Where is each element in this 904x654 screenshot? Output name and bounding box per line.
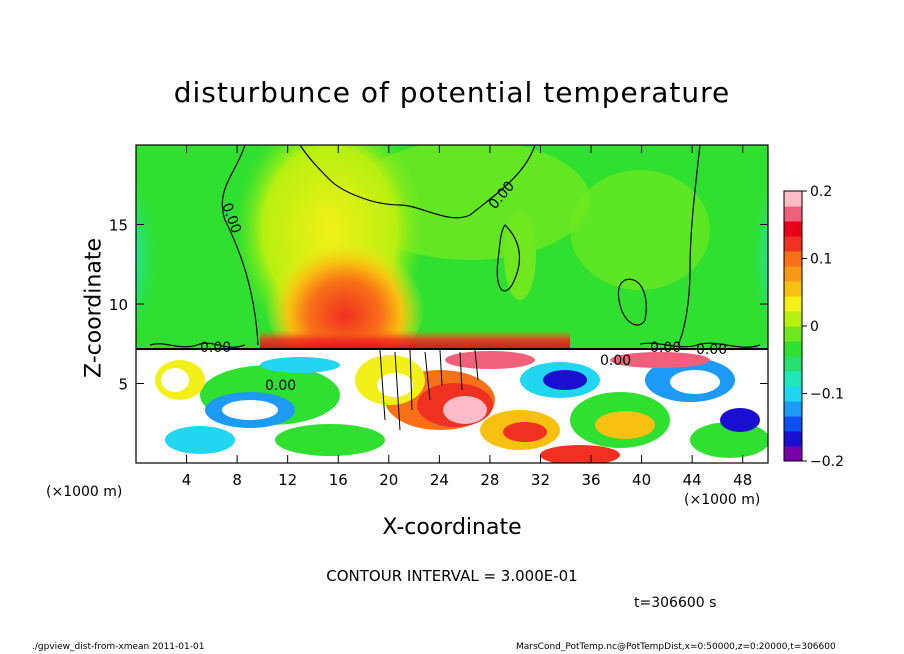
x-tick-label: 4 <box>182 471 192 489</box>
x-tick-label: 24 <box>430 471 449 489</box>
x-tick-label: 12 <box>278 471 297 489</box>
contour-line-top <box>299 145 536 219</box>
colorbar-swatch <box>784 326 802 342</box>
time-label: t=306600 s <box>634 595 717 611</box>
x-tick-label: 8 <box>232 471 242 489</box>
colorbar-swatch <box>784 266 802 282</box>
footer-left: ./gpview_dist-from-xmean 2011-01-01 <box>32 642 205 652</box>
colorbar-swatch <box>784 386 802 402</box>
lower-layer-structures <box>155 351 768 463</box>
colorbar-swatch <box>784 281 802 297</box>
contour-line-lens <box>496 224 520 292</box>
colorbar-swatch <box>784 251 802 267</box>
x-axis-label: X-coordinate <box>382 515 522 540</box>
colorbar-swatch <box>784 341 802 357</box>
y-axis: 5 10 15 <box>109 217 768 394</box>
y-tick-label: 15 <box>109 217 128 235</box>
x-tick-label: 28 <box>480 471 499 489</box>
colorbar-swatch <box>784 446 802 462</box>
colorbar-swatch <box>784 431 802 447</box>
x-tick-label: 48 <box>733 471 752 489</box>
contour-label-7: 0.00 <box>600 353 631 369</box>
contour-label-6: 0.00 <box>696 342 727 358</box>
contour-line-right-wave <box>639 342 761 348</box>
x-unit-label-left: (×1000 m) <box>46 484 123 500</box>
colorbar: −0.2 −0.1 0 0.1 0.2 <box>783 184 844 470</box>
colorbar-swatch <box>784 356 802 372</box>
colorbar-swatch <box>784 236 802 252</box>
x-tick-label: 16 <box>329 471 348 489</box>
footer-right: MarsCond_PotTemp.nc@PotTempDist,x=0:5000… <box>516 642 836 652</box>
contour-line-right <box>677 145 701 346</box>
x-tick-label: 20 <box>379 471 398 489</box>
colorbar-swatch <box>784 416 802 432</box>
contour-interval-note: CONTOUR INTERVAL = 3.000E-01 <box>326 567 578 585</box>
y-tick-label: 10 <box>109 296 128 314</box>
colorbar-tick-label: 0 <box>810 319 819 335</box>
colorbar-swatch <box>784 191 802 207</box>
y-tick-label: 5 <box>118 376 128 394</box>
contour-label-3: 0.00 <box>200 340 231 356</box>
field-blue-left <box>136 145 271 400</box>
contour-labels: 0.00 0.00 0.00 0.00 0.00 0.00 0.00 <box>200 178 727 394</box>
colorbar-swatch <box>784 401 802 417</box>
x-tick-label: 44 <box>683 471 702 489</box>
field-red-band <box>260 330 570 348</box>
colorbar-swatch <box>784 221 802 237</box>
x-axis: 4 8 12 16 20 24 28 32 36 40 44 48 <box>182 145 752 489</box>
colorbar-swatch <box>784 311 802 327</box>
colorbar-tick-label: −0.2 <box>810 454 844 470</box>
x-unit-label-right: (×1000 m) <box>684 492 761 508</box>
contour-label-5: 0.00 <box>650 340 681 356</box>
contour-line-cluster <box>379 349 479 431</box>
contour-lines <box>136 145 768 431</box>
colorbar-swatch <box>784 206 802 222</box>
contour-label-4: 0.00 <box>265 378 296 394</box>
x-tick-label: 36 <box>581 471 600 489</box>
colorbar-tick-label: 0.2 <box>810 184 832 200</box>
colorbar-tick-label: −0.1 <box>810 387 844 403</box>
colorbar-tick-label: 0.1 <box>810 252 832 268</box>
chart-title: disturbunce of potential temperature <box>173 76 731 109</box>
colorbar-swatch <box>784 296 802 312</box>
x-tick-label: 40 <box>632 471 651 489</box>
contour-line-left <box>221 145 259 346</box>
contour-line-left-wave <box>149 342 246 348</box>
x-tick-label: 32 <box>531 471 550 489</box>
contour-line-ring <box>617 278 647 326</box>
heatmap-field: 0.00 0.00 0.00 0.00 0.00 0.00 0.00 <box>136 145 768 463</box>
colorbar-swatch <box>784 371 802 387</box>
